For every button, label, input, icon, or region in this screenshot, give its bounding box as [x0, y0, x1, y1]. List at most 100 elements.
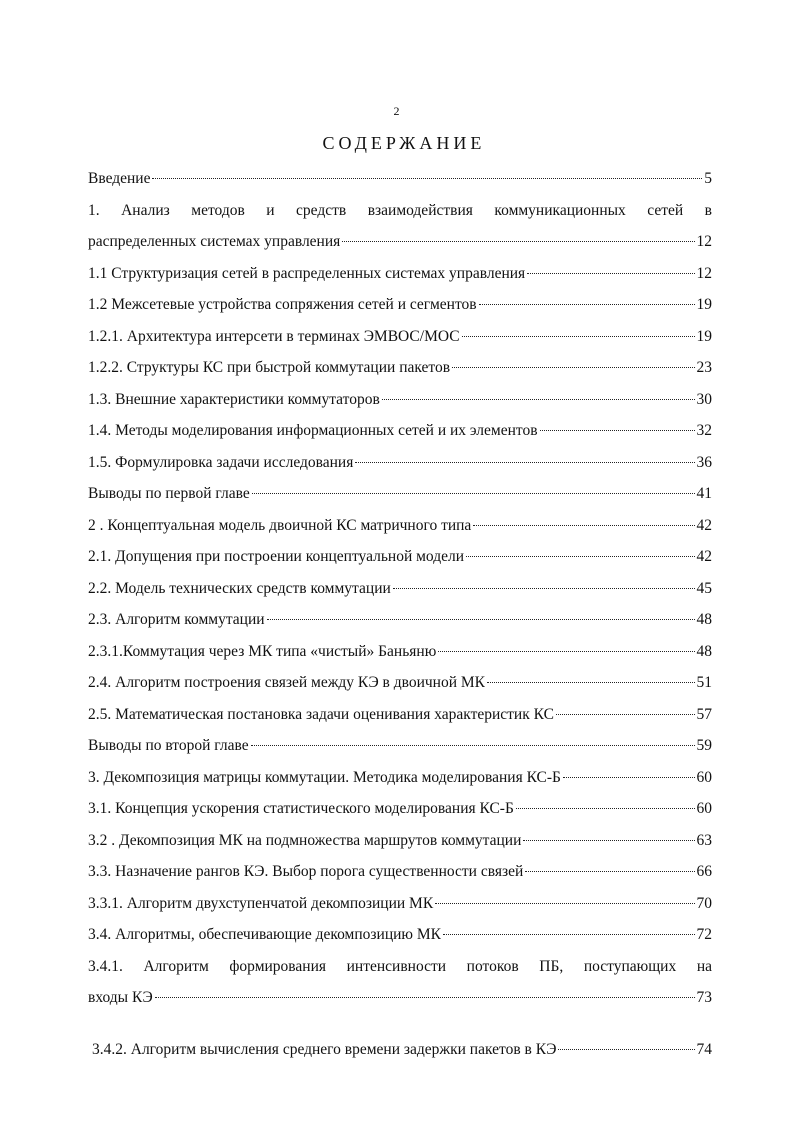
- entry-page: 19: [696, 296, 713, 313]
- dot-leader: [266, 619, 695, 620]
- entry-row: Выводы по первой главе 41: [88, 478, 712, 510]
- entry-page: 5: [704, 170, 712, 187]
- entry-text: 3.3. Назначение рангов КЭ. Выбор порога …: [88, 863, 524, 880]
- entry-row: Выводы по второй главе 59: [88, 730, 712, 762]
- dot-leader: [154, 997, 695, 998]
- toc-entry: Выводы по второй главе 59: [88, 730, 712, 762]
- entry-page: 36: [696, 453, 713, 471]
- toc-entry: 3.1. Концепция ускорения статистического…: [88, 793, 712, 825]
- entry-page: 19: [696, 327, 713, 345]
- toc-entry: 2.3. Алгоритм коммутации 48: [88, 604, 712, 636]
- dot-leader: [438, 650, 695, 652]
- entry-text: 2.1. Допущения при построении концептуал…: [88, 548, 465, 565]
- dot-leader: [527, 272, 695, 274]
- toc-entry: 1.1 Структуризация сетей в распределенны…: [88, 258, 712, 290]
- entry-page: 70: [696, 894, 713, 912]
- entry-text: 3.2 . Декомпозиция МК на подмножества ма…: [88, 831, 522, 849]
- entry-page: 32: [696, 422, 713, 439]
- dot-leader: [442, 934, 695, 935]
- entry-row: 2.1. Допущения при построении концептуал…: [88, 541, 712, 573]
- entry-row: 3.4. Алгоритмы, обеспечивающие декомпози…: [88, 919, 712, 951]
- entry-text: 3.4.2. Алгоритм вычисления среднего врем…: [92, 1040, 557, 1058]
- toc-entry: 2.5. Математическая постановка задачи оц…: [88, 699, 712, 731]
- entry-page: 73: [696, 989, 713, 1006]
- entry-page: 42: [696, 548, 713, 565]
- dot-leader: [342, 241, 695, 242]
- dot-leader: [250, 745, 695, 746]
- toc-entry: 3.3.1. Алгоритм двухступенчатой декомпоз…: [88, 888, 712, 920]
- entry-text: Выводы по первой главе: [88, 485, 250, 502]
- entry-row: 3. Декомпозиция матрицы коммутации. Мето…: [88, 762, 712, 794]
- entry-page: 41: [696, 485, 713, 502]
- entry-row: 1.4. Методы моделирования информационных…: [88, 415, 712, 447]
- dot-leader: [435, 902, 695, 904]
- dot-leader: [355, 461, 695, 463]
- toc-entry: 3.2 . Декомпозиция МК на подмножества ма…: [88, 825, 712, 857]
- entry-page: 48: [696, 642, 713, 660]
- entry-text: 1.2.2. Структуры КС при быстрой коммутац…: [88, 359, 451, 376]
- toc-entry: Введение 5: [88, 163, 712, 195]
- dot-leader: [539, 430, 695, 431]
- entry-row: 3.2 . Декомпозиция МК на подмножества ма…: [88, 825, 712, 857]
- toc-entry: 1.4. Методы моделирования информационных…: [88, 415, 712, 447]
- entry-text: 2 . Концептуальная модель двоичной КС ма…: [88, 516, 472, 534]
- dot-leader: [251, 493, 695, 494]
- entry-row: 2.5. Математическая постановка задачи оц…: [88, 699, 712, 731]
- entry-row: распределенных системах управления 12: [88, 226, 712, 258]
- dot-leader: [562, 776, 695, 778]
- dot-leader: [525, 871, 695, 872]
- entry-row: 3.3. Назначение рангов КЭ. Выбор порога …: [88, 856, 712, 888]
- entry-page: 63: [696, 831, 713, 849]
- entry-page: 45: [696, 579, 713, 597]
- dot-leader: [392, 587, 695, 589]
- entry-page: 60: [696, 768, 713, 786]
- dot-leader: [558, 1048, 695, 1050]
- entry-page: 42: [696, 516, 713, 534]
- toc-entry: 1.3. Внешние характеристики коммутаторов…: [88, 384, 712, 416]
- toc-entry: 2.3.1.Коммутация через МК типа «чистый» …: [88, 636, 712, 668]
- toc-entry: 1.2 Межсетевые устройства сопряжения сет…: [88, 289, 712, 321]
- entry-row: 1.2.1. Архитектура интерсети в терминах …: [88, 321, 712, 353]
- toc-entry: 1.5. Формулировка задачи исследования 36: [88, 447, 712, 479]
- dot-leader: [473, 524, 695, 526]
- entry-page: 72: [696, 926, 713, 943]
- entry-page: 48: [696, 611, 713, 628]
- dot-leader: [515, 808, 695, 809]
- toc-entry: 2.4. Алгоритм построения связей между КЭ…: [88, 667, 712, 699]
- dot-leader: [478, 304, 695, 305]
- entry-text: 1.2 Межсетевые устройства сопряжения сет…: [88, 296, 477, 313]
- entry-text: входы КЭ: [88, 989, 153, 1006]
- entry-row: 3.3.1. Алгоритм двухступенчатой декомпоз…: [88, 888, 712, 920]
- toc-entry: 1.2.1. Архитектура интерсети в терминах …: [88, 321, 712, 353]
- page-number: 2: [393, 104, 400, 118]
- dot-leader: [487, 682, 695, 683]
- toc-entry: 3.3. Назначение рангов КЭ. Выбор порога …: [88, 856, 712, 888]
- table-of-contents: Введение 5 1. Анализ методов и средств вза…: [88, 163, 712, 1065]
- entry-row: 1.2 Межсетевые устройства сопряжения сет…: [88, 289, 712, 321]
- dot-leader: [452, 367, 695, 368]
- entry-text: Выводы по второй главе: [88, 737, 249, 754]
- entry-text: 1.1 Структуризация сетей в распределенны…: [88, 264, 526, 282]
- entry-text: Введение: [88, 170, 151, 187]
- entry-page: 51: [696, 674, 713, 691]
- entry-row: Введение 5: [88, 163, 712, 195]
- entry-row: 1.1 Структуризация сетей в распределенны…: [88, 258, 712, 290]
- entry-text: 1.2.1. Архитектура интерсети в терминах …: [88, 327, 460, 345]
- entry-text: 3. Декомпозиция матрицы коммутации. Мето…: [88, 768, 561, 786]
- toc-title: СОДЕРЖАНИЕ: [322, 133, 486, 153]
- entry-row: входы КЭ 73: [88, 982, 712, 1014]
- toc-entry: 1.2.2. Структуры КС при быстрой коммутац…: [88, 352, 712, 384]
- entry-page: 12: [696, 233, 713, 250]
- entry-page: 66: [696, 863, 713, 880]
- entry-text: 1.4. Методы моделирования информационных…: [88, 422, 538, 439]
- entry-row: 2 . Концептуальная модель двоичной КС ма…: [88, 510, 712, 542]
- entry-row: 1.3. Внешние характеристики коммутаторов…: [88, 384, 712, 416]
- entry-text: 3.1. Концепция ускорения статистического…: [88, 800, 514, 817]
- entry-text: 1.5. Формулировка задачи исследования: [88, 453, 354, 471]
- entry-text: 2.5. Математическая постановка задачи оц…: [88, 705, 554, 723]
- dot-leader: [152, 178, 703, 179]
- entry-text: 1.3. Внешние характеристики коммутаторов: [88, 390, 380, 408]
- entry-row: 3.1. Концепция ускорения статистического…: [88, 793, 712, 825]
- toc-entry: 1. Анализ методов и средств взаимодейств…: [88, 195, 712, 258]
